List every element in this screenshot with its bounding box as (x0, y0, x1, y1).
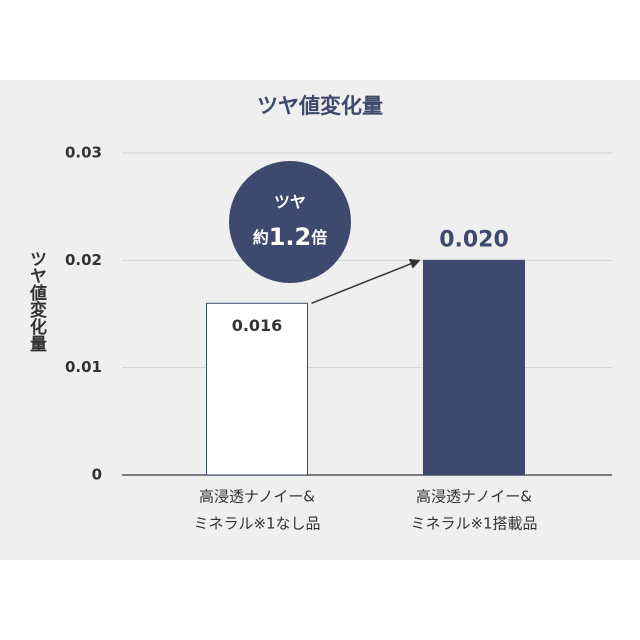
annotation-ratio: 1.2 (269, 223, 312, 251)
x-tick-label: 高浸透ナノイー& (199, 488, 315, 506)
annotation-badge (229, 161, 351, 283)
annotation-text: ツヤ (274, 193, 306, 212)
bar (206, 302, 308, 476)
y-tick-label: 0.01 (65, 358, 102, 376)
value-label: 0.020 (439, 227, 509, 252)
y-tick-label: 0.03 (65, 144, 102, 162)
arrow (311, 258, 421, 304)
annotation-text: 約1.2倍 (253, 223, 328, 251)
x-tick-label: ミネラル※1なし品 (193, 515, 320, 533)
annotation-prefix: 約 (253, 228, 269, 247)
y-axis-label: ツヤ値変化量 (26, 250, 48, 352)
bar (423, 259, 525, 476)
y-tick-label: 0.02 (65, 251, 102, 269)
value-label: 0.016 (232, 316, 283, 335)
x-tick-label: ミネラル※1搭載品 (410, 515, 537, 533)
x-tick-label: 高浸透ナノイー& (416, 488, 532, 506)
y-tick-label: 0 (92, 466, 102, 484)
chart-title: ツヤ値変化量 (257, 94, 383, 118)
annotation-suffix: 倍 (311, 228, 327, 247)
panel (0, 80, 640, 560)
